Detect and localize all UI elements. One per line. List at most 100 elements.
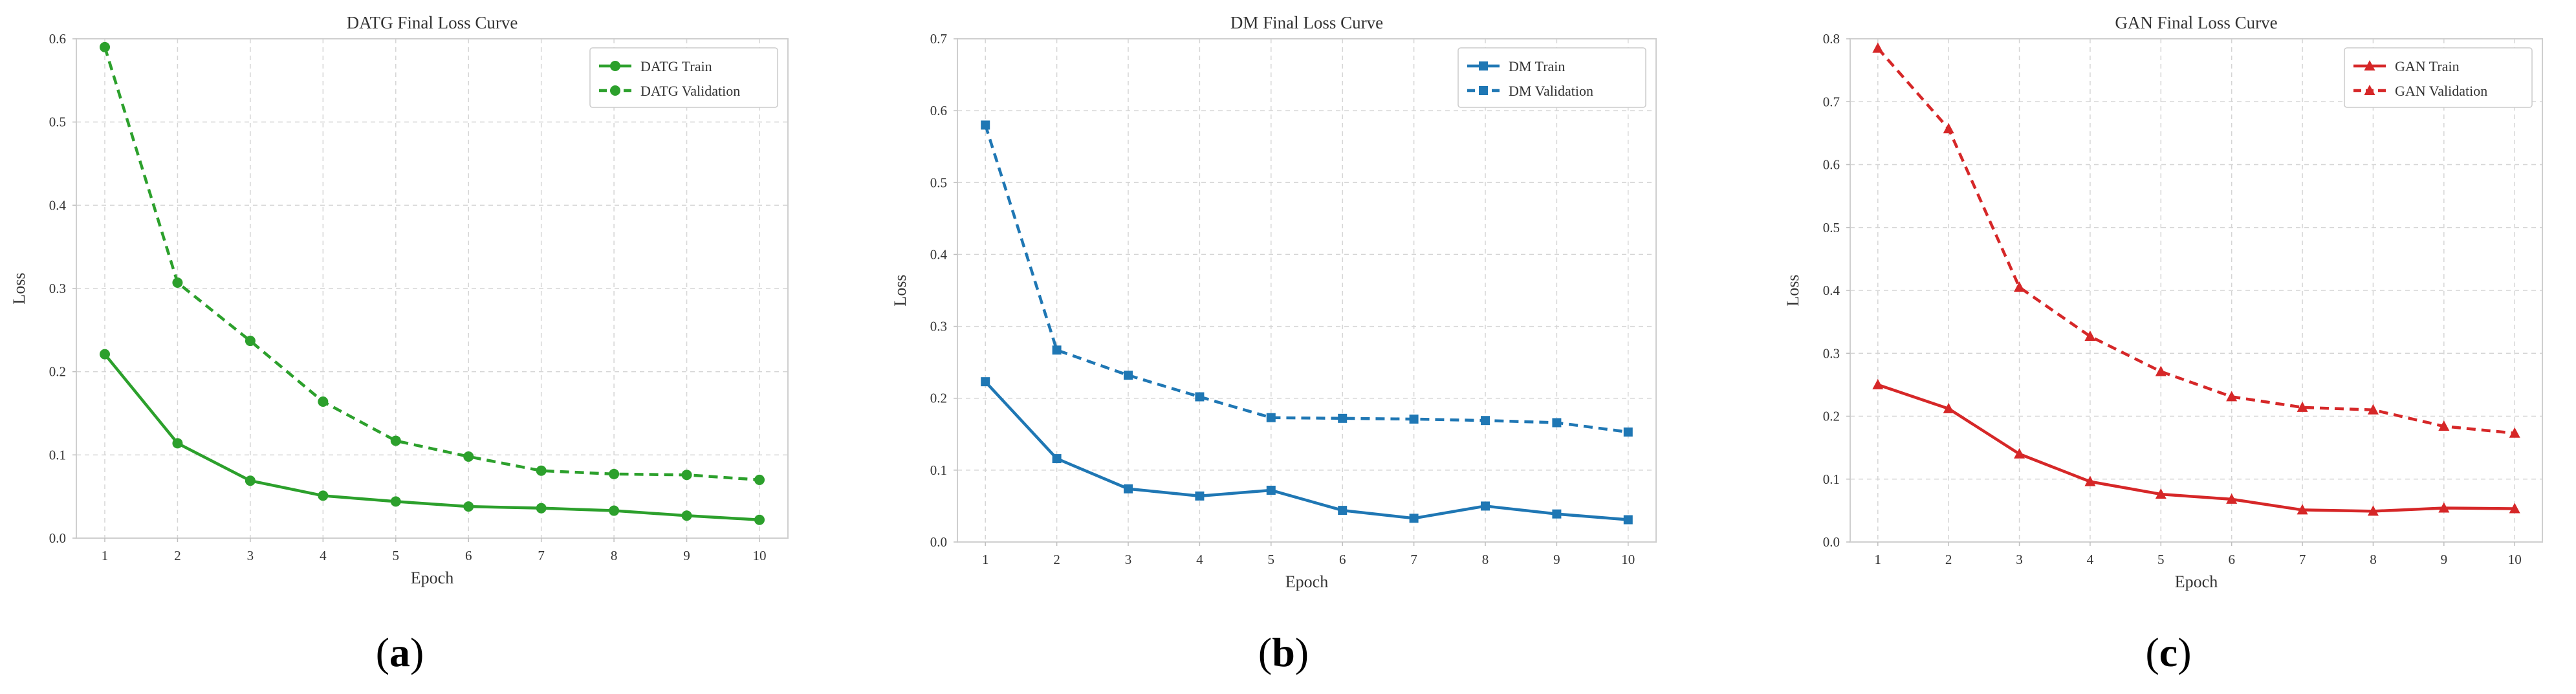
data-point xyxy=(1195,392,1205,402)
y-tick-label: 0.1 xyxy=(49,447,66,462)
data-point xyxy=(2155,365,2167,376)
x-tick-label: 5 xyxy=(1268,552,1275,567)
x-tick-label: 5 xyxy=(393,548,400,563)
data-point xyxy=(1943,123,1954,134)
x-tick-label: 7 xyxy=(2299,552,2306,567)
data-point xyxy=(1409,414,1419,424)
data-point xyxy=(2084,330,2096,341)
x-tick-label: 10 xyxy=(753,548,767,563)
series-line xyxy=(104,353,760,521)
chart-b: 1 2 3 4 5 6 7 8 9 10 0.0 0.1 0.2 0.3 0.4 0.5 0.6 0.7 DM Fi… xyxy=(891,13,1657,675)
legend-entry: DATG Validation xyxy=(640,83,740,99)
plot-frame xyxy=(957,38,1657,543)
panel-label: (b) xyxy=(1258,629,1309,675)
series-validation xyxy=(981,120,1633,437)
data-point xyxy=(463,501,474,512)
y-tick-label: 0.3 xyxy=(49,281,66,296)
data-point xyxy=(681,470,692,481)
data-point xyxy=(2226,493,2238,504)
y-tick-label: 0.3 xyxy=(930,319,947,334)
data-point xyxy=(1943,402,1954,413)
x-tick-label: 3 xyxy=(247,548,254,563)
x-tick-label: 1 xyxy=(1875,552,1882,567)
x-tick-label: 9 xyxy=(2441,552,2448,567)
x-tick-label: 10 xyxy=(1621,552,1635,567)
x-tick-label: 7 xyxy=(1410,552,1417,567)
data-point xyxy=(2297,504,2308,515)
y-tick-label: 0.5 xyxy=(1823,220,1840,235)
x-tick-label: 7 xyxy=(538,548,545,563)
data-point xyxy=(318,396,329,407)
series-line xyxy=(103,47,760,482)
data-point xyxy=(1124,371,1133,380)
y-tick-label: 0.6 xyxy=(930,103,947,118)
data-point xyxy=(318,490,329,501)
x-tick-label: 4 xyxy=(1196,552,1203,567)
y-tick-label: 0.6 xyxy=(1823,157,1840,173)
data-point xyxy=(754,474,765,485)
data-point xyxy=(2297,401,2308,412)
x-tick-label: 6 xyxy=(2228,552,2235,567)
data-point xyxy=(1623,427,1633,437)
x-tick-label: 3 xyxy=(2016,552,2023,567)
legend-swatch-marker xyxy=(610,85,620,96)
y-tick-label: 0.1 xyxy=(1823,472,1840,487)
data-point xyxy=(390,496,401,507)
legend-entry: GAN Validation xyxy=(2395,83,2487,99)
x-tick-label: 5 xyxy=(2157,552,2165,567)
y-tick-label: 0.3 xyxy=(1823,345,1840,361)
panel-label: (a) xyxy=(376,629,424,675)
data-point xyxy=(2226,391,2238,402)
data-point xyxy=(1481,501,1490,511)
data-point xyxy=(2014,448,2025,459)
data-point xyxy=(2084,475,2096,486)
data-point xyxy=(1623,515,1633,525)
data-point xyxy=(1338,506,1348,515)
chart-title: DM Final Loss Curve xyxy=(1230,13,1383,32)
x-tick-label: 2 xyxy=(174,548,181,563)
data-point xyxy=(2509,503,2520,514)
legend-entry: GAN Train xyxy=(2395,58,2460,74)
y-tick-label: 0.4 xyxy=(930,246,948,262)
y-tick-label: 0.5 xyxy=(49,114,66,130)
x-axis-label: Epoch xyxy=(411,569,453,587)
x-tick-label: 1 xyxy=(102,548,109,563)
y-tick-label: 0.6 xyxy=(49,31,66,47)
legend-swatch-marker xyxy=(610,61,620,71)
data-point xyxy=(172,277,183,288)
data-point xyxy=(609,468,620,479)
y-tick-label: 0.8 xyxy=(1823,31,1840,47)
y-tick-label: 0.0 xyxy=(930,534,947,550)
data-point xyxy=(1552,509,1562,519)
y-tick-label: 0.1 xyxy=(930,462,947,478)
y-tick-label: 0.5 xyxy=(930,175,947,190)
data-point xyxy=(463,451,474,462)
legend-box xyxy=(589,47,778,108)
legend-entry: DATG Train xyxy=(640,58,712,74)
legend-box xyxy=(2344,47,2533,108)
legend-swatch-marker xyxy=(2364,60,2375,70)
panel-label: (c) xyxy=(2145,629,2191,675)
series-line xyxy=(984,124,1629,434)
data-point xyxy=(1052,454,1062,464)
data-point xyxy=(1266,413,1276,422)
y-tick-label: 0.4 xyxy=(49,197,67,213)
data-point xyxy=(1124,484,1133,493)
data-point xyxy=(390,435,401,446)
data-point xyxy=(1338,413,1348,423)
series-line xyxy=(984,380,1628,521)
x-tick-label: 8 xyxy=(2370,552,2377,567)
data-point xyxy=(1872,378,1884,389)
data-point xyxy=(1052,345,1062,355)
chart-title: GAN Final Loss Curve xyxy=(2115,13,2277,32)
series-train xyxy=(981,377,1633,525)
data-point xyxy=(245,475,256,486)
series-train xyxy=(100,349,765,525)
y-axis-label: Loss xyxy=(891,274,910,306)
x-tick-label: 10 xyxy=(2508,552,2522,567)
data-point xyxy=(754,514,765,525)
legend-swatch-marker xyxy=(2364,85,2375,95)
data-point xyxy=(981,377,990,387)
data-point xyxy=(1552,418,1562,428)
